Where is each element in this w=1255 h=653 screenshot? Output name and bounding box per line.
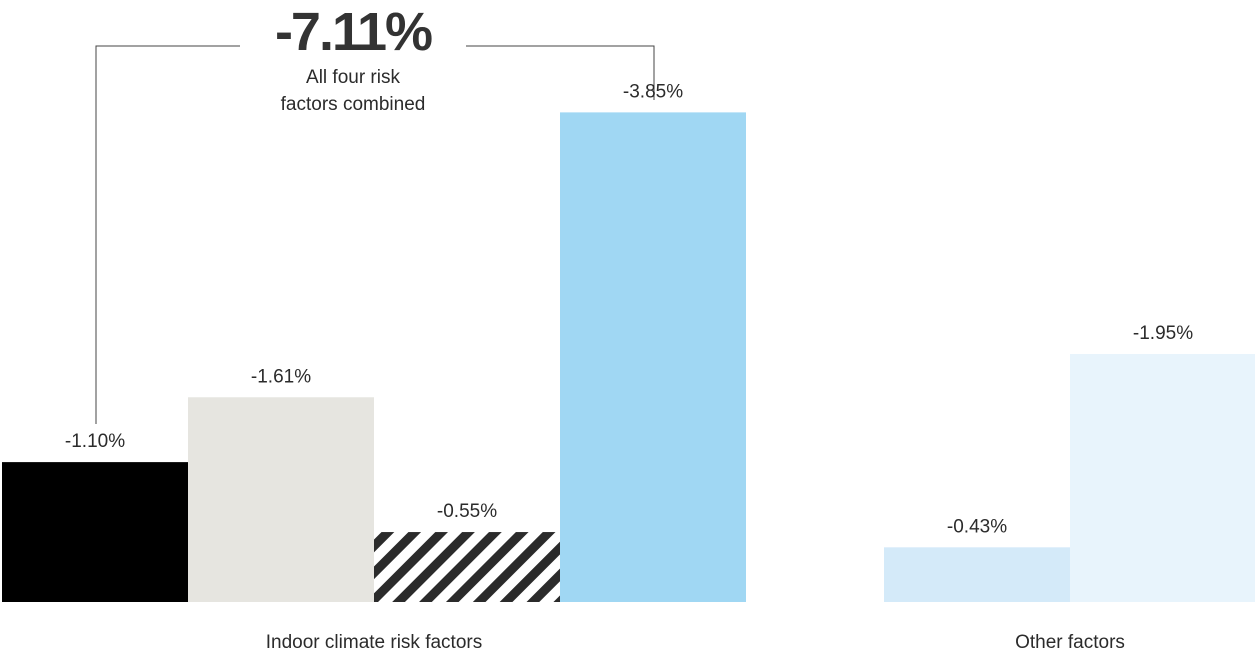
combined-total-value: -7.11% [275, 2, 432, 62]
total-bracket-left [95, 45, 240, 424]
combined-total-caption-line2: factors combined [281, 94, 426, 115]
bars-layer: -1.10% -1.61% -0.55% -3.85% -0.43% -1.95% [2, 81, 1255, 602]
bar-value-label-3: -3.85% [623, 81, 683, 102]
total-bracket-right [466, 45, 655, 100]
bar-5 [1070, 354, 1255, 602]
bar-1 [188, 397, 374, 602]
bar-3 [560, 112, 746, 602]
bar-value-label-1: -1.61% [251, 366, 311, 387]
bar-2 [374, 532, 560, 602]
group-label-indoor: Indoor climate risk factors [266, 632, 482, 653]
bar-0 [2, 462, 188, 602]
bar-4 [884, 547, 1070, 602]
combined-total-caption-line1: All four risk [306, 67, 400, 88]
group-label-other: Other factors [1015, 632, 1125, 653]
bar-value-label-4: -0.43% [947, 516, 1007, 537]
bar-value-label-2: -0.55% [437, 501, 497, 522]
bar-value-label-5: -1.95% [1133, 323, 1193, 344]
bar-value-label-0: -1.10% [65, 431, 125, 452]
